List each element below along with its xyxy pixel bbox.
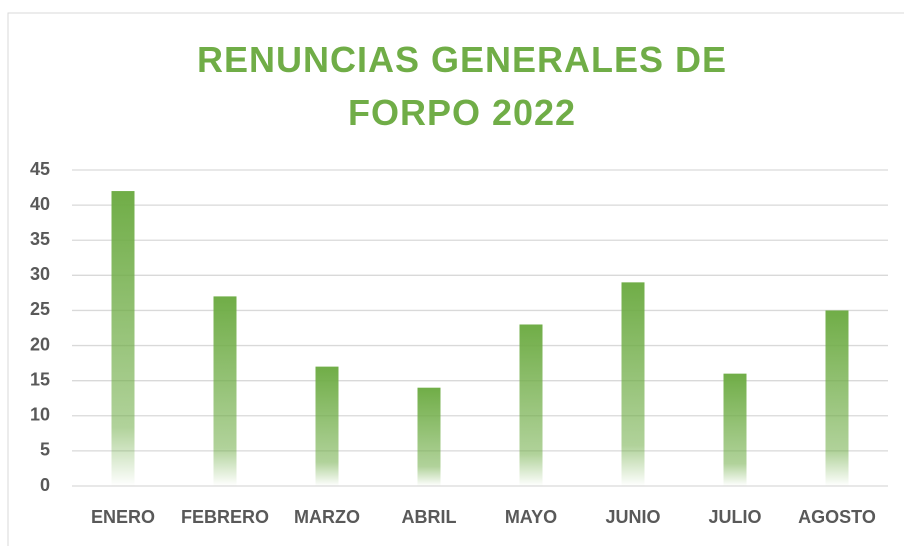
y-tick-label: 30 bbox=[30, 264, 50, 284]
y-tick-label: 20 bbox=[30, 334, 50, 354]
y-tick-label: 35 bbox=[30, 229, 50, 249]
x-tick-label: AGOSTO bbox=[798, 507, 876, 527]
y-tick-label: 40 bbox=[30, 194, 50, 214]
x-tick-label: ABRIL bbox=[402, 507, 457, 527]
y-tick-label: 15 bbox=[30, 369, 50, 389]
bar bbox=[519, 324, 543, 486]
x-tick-label: MAYO bbox=[505, 507, 557, 527]
bar bbox=[111, 191, 135, 487]
x-tick-label: JULIO bbox=[708, 507, 761, 527]
bar bbox=[825, 310, 849, 486]
bar bbox=[315, 366, 339, 486]
bar bbox=[621, 282, 645, 486]
x-tick-label: MARZO bbox=[294, 507, 360, 527]
x-tick-label: ENERO bbox=[91, 507, 155, 527]
chart-border bbox=[7, 12, 904, 546]
chart-title: RENUNCIAS GENERALES DE FORPO 2022 bbox=[196, 39, 728, 133]
y-tick-label: 5 bbox=[40, 440, 50, 460]
y-tick-label: 0 bbox=[40, 475, 50, 495]
bar bbox=[417, 387, 441, 486]
y-tick-label: 25 bbox=[30, 299, 50, 319]
bar bbox=[213, 296, 237, 486]
y-tick-label: 45 bbox=[30, 159, 50, 179]
y-tick-label: 10 bbox=[30, 405, 50, 425]
bar bbox=[723, 373, 747, 486]
x-tick-label: JUNIO bbox=[605, 507, 660, 527]
x-tick-label: FEBRERO bbox=[181, 507, 269, 527]
